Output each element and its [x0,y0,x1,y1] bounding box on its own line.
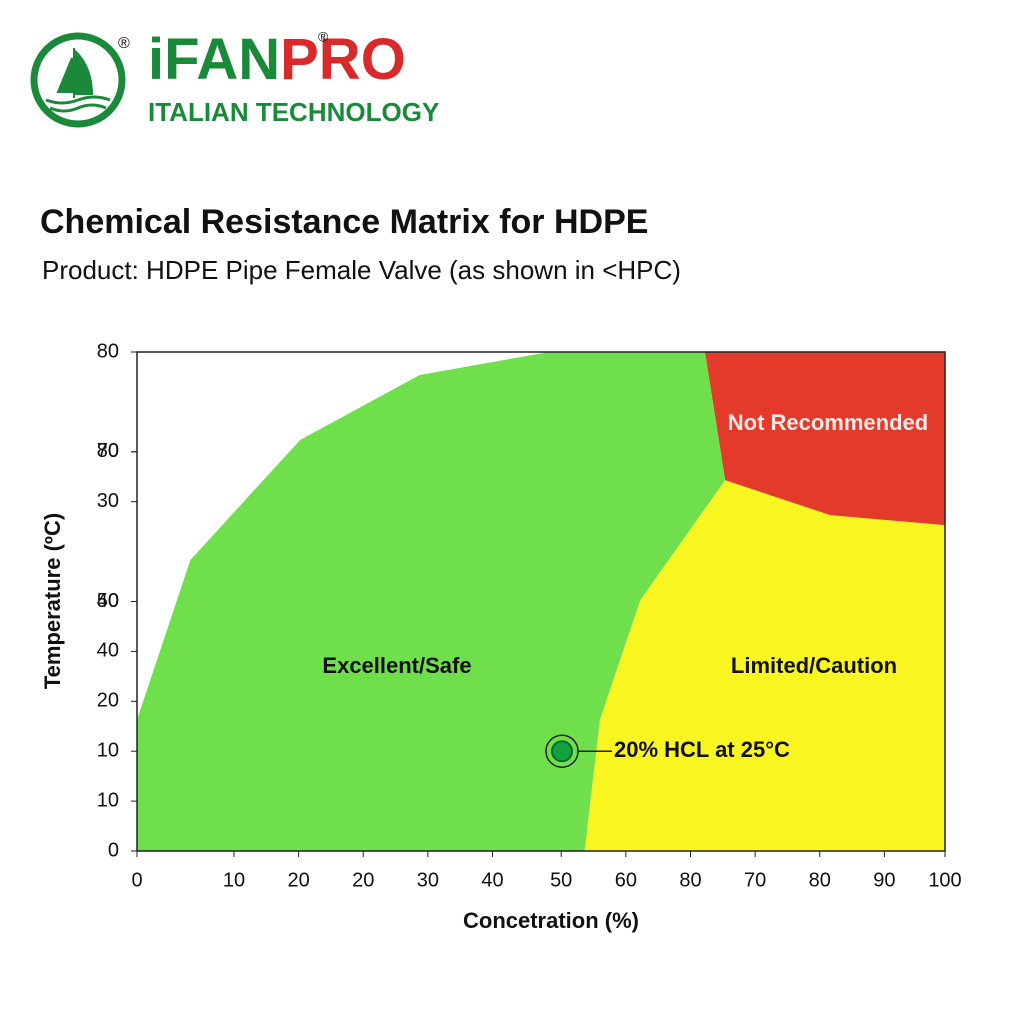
y-tick-label: 70 [97,440,119,462]
x-tick-label: 20 [287,869,309,891]
registered: ® [318,29,329,45]
y-tick-label: 80 [97,440,119,462]
y-tick-label: 20 [97,690,119,712]
y-tick-label: 40 [97,590,119,612]
y-axis-label: Temperature (ºC) [40,513,65,689]
x-axis-label: Concetration (%) [463,908,639,933]
logo: ® iFANPRO ® ITALIAN TECHNOLOGY [30,27,439,128]
x-tick-label: 30 [417,869,439,891]
x-tick-label: 80 [809,869,831,891]
x-tick-label: 50 [550,869,572,891]
point-halo [545,734,579,768]
x-tick-label: 80 [679,869,701,891]
x-tick-label: 10 [223,869,245,891]
region-label: Not Recommended [728,410,928,435]
x-tick-label: 90 [873,869,895,891]
x-tick-label: 60 [615,869,637,891]
chart-title: Chemical Resistance Matrix for HDPE [40,203,648,241]
logo-sail [56,47,94,98]
region [584,480,945,851]
x-tick-label: 0 [131,869,142,891]
x-tick-label: 70 [744,869,766,891]
tagline: ITALIAN TECHNOLOGY [148,97,439,127]
brand: iFANPRO [148,27,406,92]
brand-left: iFAN [148,27,280,92]
region [137,352,726,851]
x-tick-label: 100 [928,869,961,891]
chart-subtitle: Product: HDPE Pipe Female Valve (as show… [42,255,681,285]
y-tick-label: 0 [108,839,119,861]
region-label: Excellent/Safe [322,653,471,678]
region [705,352,945,526]
data-point [551,740,574,763]
logo-waves [45,95,111,113]
y-tick-label: 10 [97,739,119,761]
brand-right: PRO [280,27,406,92]
y-tick-label: 80 [97,340,119,362]
y-tick-label: 40 [97,640,119,662]
x-tick-label: 20 [352,869,374,891]
registered: ® [118,35,130,52]
y-tick-label: 50 [97,590,119,612]
logo-ring [30,32,126,128]
y-tick-label: 10 [97,789,119,811]
y-tick-label: 30 [97,490,119,512]
point-label: 20% HCL at 25°C [614,737,790,762]
region-label: Limited/Caution [731,653,897,678]
x-tick-label: 40 [481,869,503,891]
